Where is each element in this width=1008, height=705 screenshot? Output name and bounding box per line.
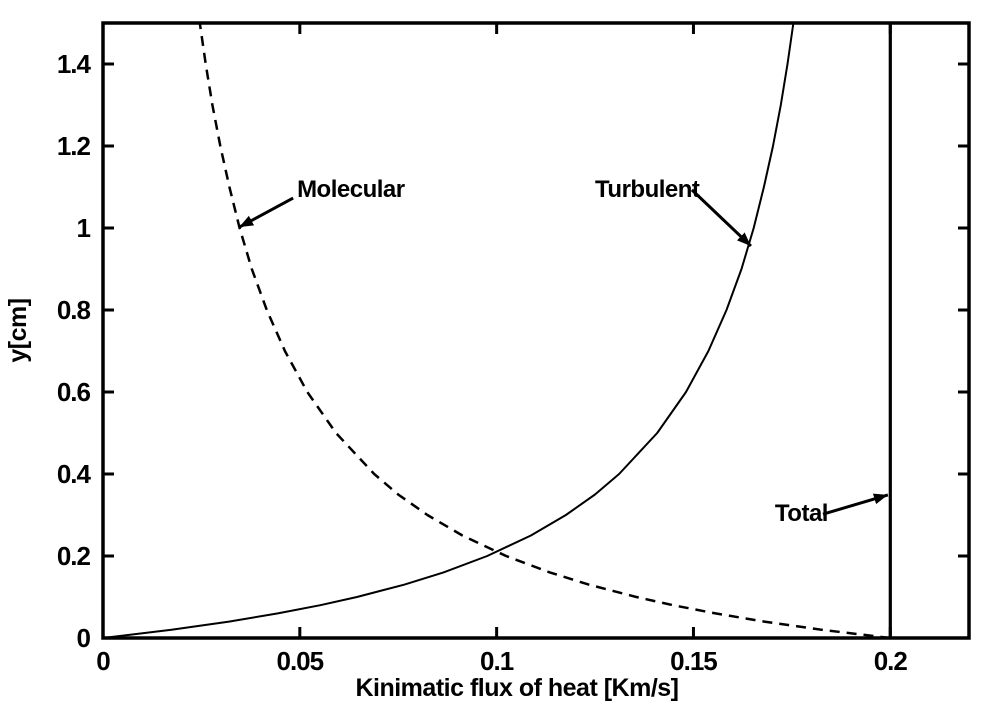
y-axis-label: y[cm] bbox=[4, 298, 32, 362]
y-tick-label: 0.6 bbox=[57, 377, 91, 407]
y-tick-label: 0.4 bbox=[57, 459, 92, 489]
annotation-molecular-arrow bbox=[238, 196, 294, 229]
annotation-total-label: Total bbox=[775, 500, 828, 527]
series-turbulent-line bbox=[102, 22, 795, 639]
y-tick-label: 0.8 bbox=[57, 295, 91, 325]
x-tick-label: 0.1 bbox=[480, 646, 514, 676]
y-tick-label: 0.2 bbox=[57, 541, 91, 571]
y-tick-label: 1 bbox=[77, 213, 91, 243]
annotation-total-arrow bbox=[822, 493, 889, 516]
y-tick-label: 1.4 bbox=[57, 49, 92, 79]
annotation-turbulent-arrow bbox=[690, 188, 752, 248]
x-tick-label: 0.05 bbox=[277, 646, 324, 676]
x-tick-label: 0.2 bbox=[874, 646, 908, 676]
x-tick-label: 0 bbox=[96, 646, 110, 676]
y-tick-label: 1.2 bbox=[57, 131, 91, 161]
series-molecular-line bbox=[198, 22, 891, 640]
x-axis-label: Kinimatic flux of heat [Km/s] bbox=[355, 674, 678, 702]
y-tick-label: 0 bbox=[77, 623, 91, 653]
annotation-molecular-label: Molecular bbox=[297, 176, 405, 203]
axis-frame bbox=[101, 21, 971, 640]
annotation-turbulent-label: Turbulent bbox=[595, 176, 700, 203]
x-tick-label: 0.15 bbox=[670, 646, 717, 676]
